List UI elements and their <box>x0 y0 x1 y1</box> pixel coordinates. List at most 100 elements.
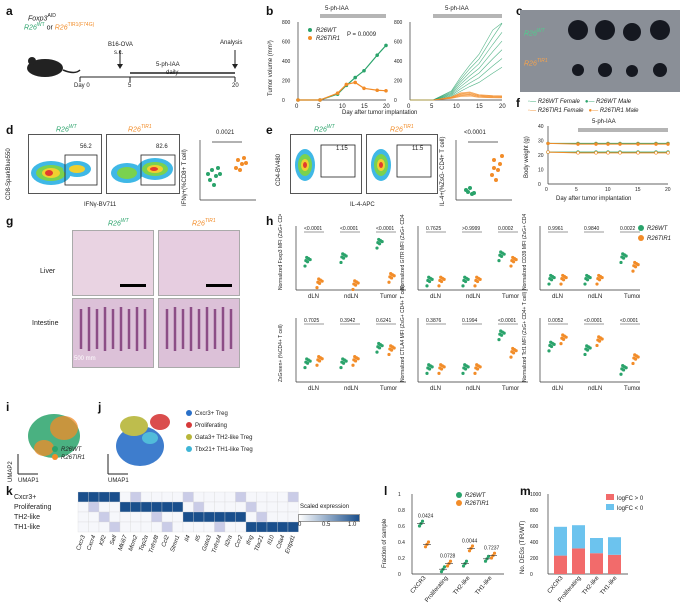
h-group-label: ndLN <box>466 386 480 392</box>
k-cell <box>267 492 278 502</box>
k-cell <box>215 512 226 522</box>
h-pvalue: <0.0001 <box>304 226 322 232</box>
f-xlabel: Day after tumor implantation <box>556 196 631 202</box>
f-ytick: 10 <box>538 168 544 174</box>
m-bar-up <box>608 555 621 574</box>
k-cell <box>173 522 184 532</box>
k-cell <box>120 522 131 532</box>
h-point-wt <box>461 284 464 287</box>
g-intestine-tir <box>158 298 240 368</box>
d-pval: 0.0021 <box>216 130 234 136</box>
h-point-wt <box>589 346 592 349</box>
h-point-wt <box>622 368 625 371</box>
h-point-tir <box>559 282 562 285</box>
k-gene-label: Il10 <box>267 534 276 546</box>
b-point <box>318 98 322 102</box>
h-point-tir <box>512 260 515 263</box>
h-point-wt <box>619 261 622 264</box>
h-point-wt <box>339 366 342 369</box>
k-gene-label: Entpd1 <box>285 535 297 555</box>
k-cell <box>152 502 163 512</box>
h-point-tir <box>387 353 390 356</box>
m-category-label: TH1-like <box>600 575 619 596</box>
h-point-tir <box>631 270 634 273</box>
daily-label: daily <box>166 70 178 76</box>
k-cell <box>99 502 110 512</box>
day5-label: 5 <box>128 83 131 89</box>
k-cell <box>78 512 89 522</box>
h-point-wt <box>625 366 628 369</box>
h-group-label: ndLN <box>466 294 480 300</box>
b-point <box>384 89 388 93</box>
k-cell <box>257 522 268 532</box>
h-point-wt <box>375 246 378 249</box>
k-cell <box>225 512 236 522</box>
h-point-tir <box>598 278 601 281</box>
f-point <box>577 151 580 154</box>
k-cell <box>288 502 299 512</box>
h-point-tir <box>437 284 440 287</box>
h-point-wt <box>550 278 553 281</box>
j-umap <box>104 402 184 478</box>
k-cell <box>131 502 142 512</box>
h-point-wt <box>500 334 503 337</box>
f-ytick: 20 <box>538 153 544 159</box>
d-gate-tir: 82.6 <box>156 144 168 150</box>
c-wt-label: R26WT <box>524 28 545 37</box>
h-point-wt <box>553 343 556 346</box>
b-ytick: 600 <box>394 40 403 46</box>
e-wt-title: R26WT <box>314 124 335 133</box>
panel-i-label: i <box>6 400 9 414</box>
h-point-tir <box>476 367 479 370</box>
h-ylabel: Normalized CD39 MFI (ZsG+ CD4+ T cell) <box>522 214 528 290</box>
k-cell <box>152 492 163 502</box>
i-ylabel: UMAP2 <box>8 461 14 482</box>
h-group-label: dLN <box>552 294 563 300</box>
k-row-label: TH1-like <box>14 524 40 531</box>
l-point <box>493 552 496 555</box>
k-scale-tick-2: 1.0 <box>348 522 356 528</box>
h-point-tir <box>634 265 637 268</box>
b-ytick: 0 <box>282 98 285 104</box>
h-pvalue: <0.0001 <box>376 226 394 232</box>
k-cell <box>257 512 268 522</box>
h-group-label: Tumor <box>380 294 397 300</box>
b-legend-text: R26TIR1 <box>316 36 340 42</box>
h-point-tir <box>637 263 640 266</box>
k-cell <box>183 502 194 512</box>
k-cell <box>99 492 110 502</box>
h-group-label: dLN <box>430 386 441 392</box>
g-scale: 500 mm <box>74 356 96 362</box>
b-point <box>384 44 388 48</box>
f-point <box>619 151 622 154</box>
k-cell <box>131 492 142 502</box>
k-cell <box>278 522 289 532</box>
h-point-wt <box>461 372 464 375</box>
k-scale-bar <box>298 514 360 522</box>
b-treatment-bar <box>433 14 502 18</box>
h-pvalue: <0.0001 <box>340 226 358 232</box>
d-wt-title: R26WT <box>56 124 77 133</box>
l-ylabel: Fraction of sample <box>382 519 388 568</box>
k-gene-label: Ccl2 <box>161 534 171 548</box>
d-flow-tir <box>106 134 180 194</box>
k-cell <box>246 522 257 532</box>
h-point-wt <box>381 344 384 347</box>
h-point-tir <box>393 346 396 349</box>
h-point-wt <box>583 353 586 356</box>
h-point-wt <box>306 260 309 263</box>
h-point-wt <box>589 276 592 279</box>
k-cell <box>162 522 173 532</box>
e-flow-wt <box>290 134 362 194</box>
k-gene-label: Ccr2 <box>234 534 244 549</box>
k-cell <box>89 512 100 522</box>
h-point-wt <box>547 282 550 285</box>
h-point-wt <box>586 278 589 281</box>
h-pvalue: 0.7625 <box>426 226 442 232</box>
b-xtick: 10 <box>453 104 460 110</box>
h-point-tir <box>315 286 318 289</box>
h-point-wt <box>309 359 312 362</box>
h-point-wt <box>345 359 348 362</box>
m-ytick: 600 <box>530 524 539 530</box>
k-cell <box>131 522 142 532</box>
